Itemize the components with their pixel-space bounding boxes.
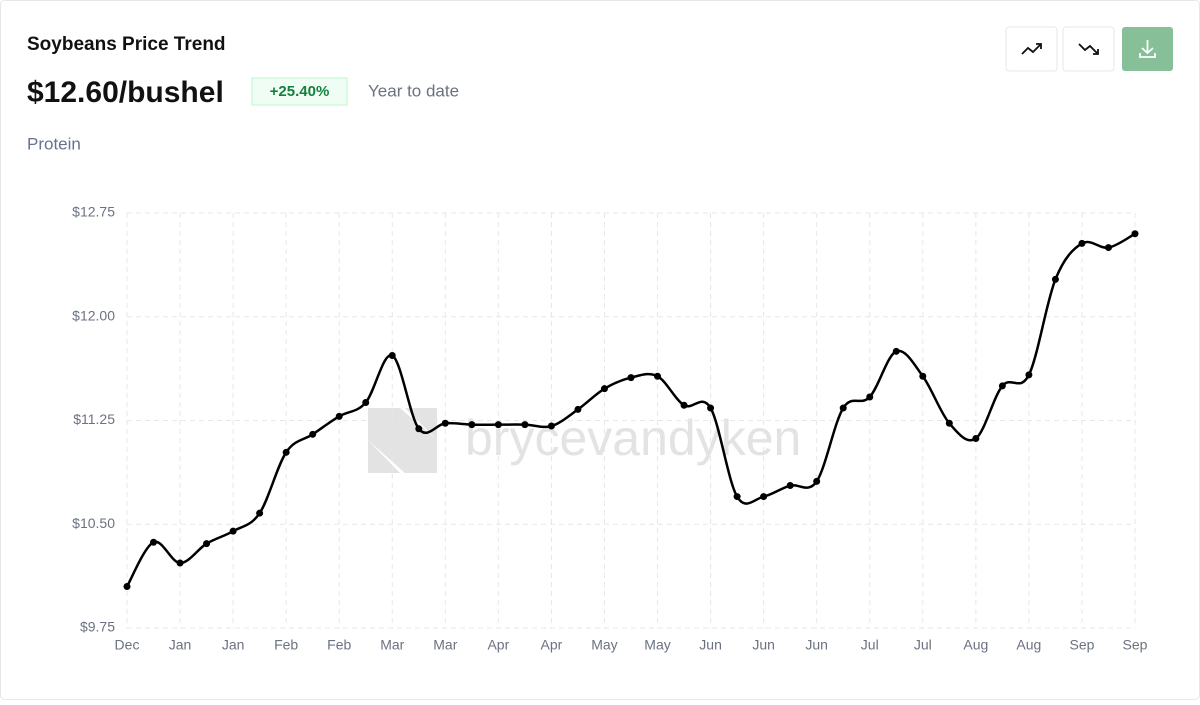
point xyxy=(1051,275,1059,283)
point xyxy=(574,405,582,413)
x-tick-label: Jun xyxy=(805,637,828,653)
x-tick-label: Jul xyxy=(914,637,932,653)
point xyxy=(256,509,264,517)
point xyxy=(282,448,290,456)
point xyxy=(176,559,184,567)
point xyxy=(945,419,953,427)
icon xyxy=(1078,43,1099,55)
x-tick-label: Jun xyxy=(699,637,722,653)
plot: $9.75 $10.50 $11.25 $12.00 $12.75 Dec Jan Jan Fe… xyxy=(72,204,1147,653)
x-tick-label: Mar xyxy=(380,637,404,653)
point xyxy=(892,347,900,355)
y-tick-label: $12.75 xyxy=(72,204,115,220)
x-tick-label: Sep xyxy=(1069,637,1094,653)
icon xyxy=(1093,49,1099,55)
point xyxy=(1078,239,1086,247)
button-frame xyxy=(1062,26,1115,72)
icon xyxy=(1021,43,1042,55)
point xyxy=(362,399,370,407)
price: $12.60/bushel xyxy=(27,76,224,109)
point xyxy=(468,421,476,429)
button-frame xyxy=(1005,26,1058,72)
point xyxy=(786,482,794,490)
subtitle: Protein xyxy=(27,134,81,153)
point xyxy=(972,434,980,442)
point xyxy=(654,372,662,380)
y-tick-label: $9.75 xyxy=(80,619,115,635)
point xyxy=(203,540,211,548)
change-badge xyxy=(251,77,348,106)
point xyxy=(229,527,237,535)
point xyxy=(680,401,688,409)
point xyxy=(547,422,555,430)
x-tick-label: Apr xyxy=(487,637,509,653)
y-tick-label: $11.25 xyxy=(73,411,115,427)
watermark-logo xyxy=(368,408,437,473)
period: Year to date xyxy=(368,81,459,100)
y-tick-label: $10.50 xyxy=(72,515,115,531)
point xyxy=(388,351,396,359)
change: +25.40% xyxy=(270,83,330,100)
point xyxy=(627,374,635,382)
icon xyxy=(1139,40,1156,58)
trend-up-button[interactable] xyxy=(1005,26,1058,72)
y-tick-label: $12.00 xyxy=(72,307,115,323)
x-tick-label: Sep xyxy=(1123,637,1148,653)
point xyxy=(335,412,343,420)
point xyxy=(441,419,449,427)
trend-down-button[interactable] xyxy=(1062,26,1115,72)
point xyxy=(1104,244,1112,252)
point xyxy=(998,382,1006,390)
title: Soybeans Price Trend xyxy=(27,34,226,55)
x-tick-label: Aug xyxy=(1016,637,1041,653)
x-tick-label: Jan xyxy=(222,637,245,653)
x-tick-label: Apr xyxy=(541,637,563,653)
x-tick-label: Jan xyxy=(169,637,192,653)
x-tick-label: Dec xyxy=(115,637,140,653)
x-tick-label: Jun xyxy=(752,637,775,653)
x-tick-label: Aug xyxy=(963,637,988,653)
point xyxy=(813,477,821,485)
download-button[interactable] xyxy=(1122,27,1173,71)
icon xyxy=(1036,43,1042,49)
point xyxy=(733,493,741,501)
point xyxy=(919,372,927,380)
point xyxy=(521,421,529,429)
watermark: brycevandyken xyxy=(465,410,801,466)
point xyxy=(600,385,608,393)
point xyxy=(1025,371,1033,379)
x-tick-label: Jul xyxy=(861,637,879,653)
x-tick-label: Feb xyxy=(327,637,351,653)
point xyxy=(1131,230,1139,238)
x-tick-label: Mar xyxy=(433,637,457,653)
point xyxy=(150,538,158,546)
point xyxy=(123,583,131,590)
point xyxy=(760,493,768,501)
x-tick-label: Feb xyxy=(274,637,298,653)
point xyxy=(415,425,423,433)
x-tick-label: May xyxy=(591,637,617,653)
point xyxy=(707,404,715,412)
point xyxy=(494,421,502,429)
point xyxy=(866,393,874,401)
x-tick-label: May xyxy=(644,637,670,653)
point xyxy=(839,404,847,412)
point xyxy=(309,430,317,438)
